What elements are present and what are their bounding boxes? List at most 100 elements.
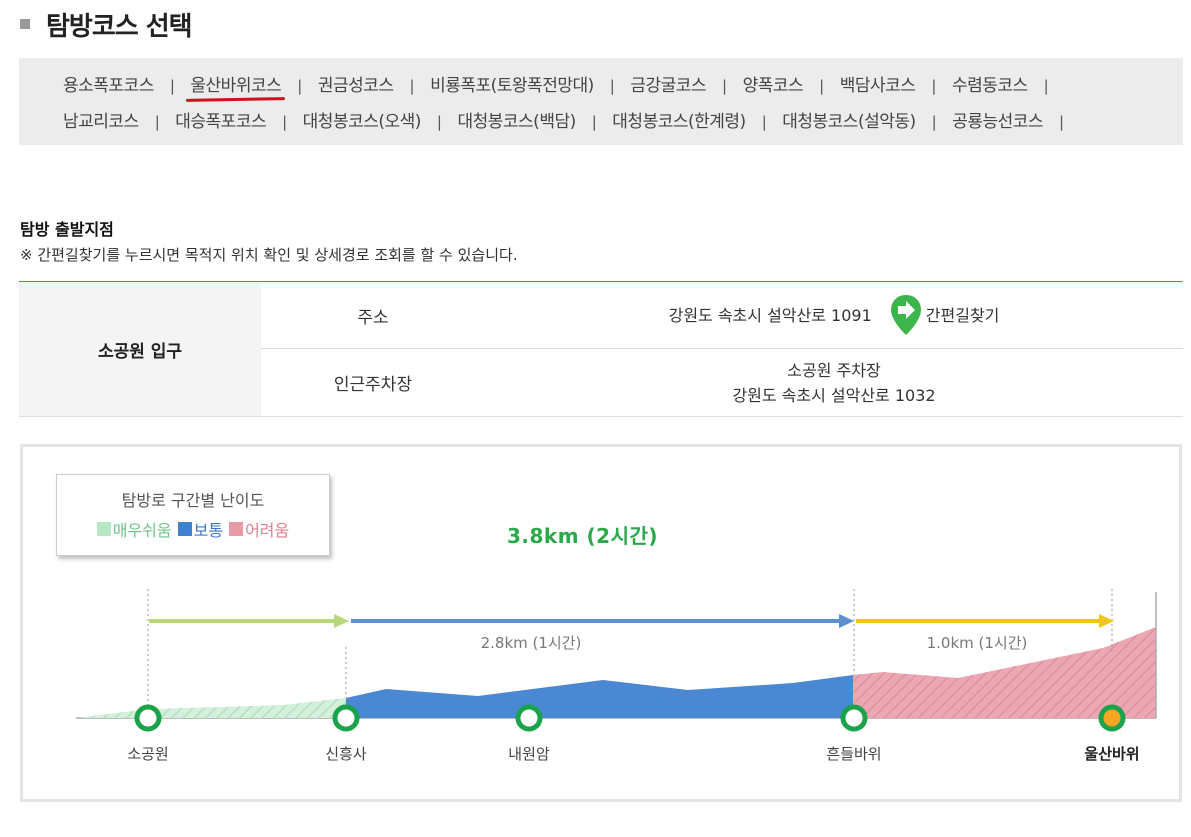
course-separator: | — [282, 113, 287, 131]
course-item: 양폭코스 | — [743, 68, 840, 104]
course-separator: | — [931, 77, 936, 95]
difficulty-legend: 탐방로 구간별 난이도 매우쉬움 보통 어려움 — [56, 474, 330, 556]
course-separator: | — [819, 77, 824, 95]
course-link[interactable]: 금강굴코스 — [630, 76, 707, 96]
start-point-note: ※ 간편길찾기를 누르시면 목적지 위치 확인 및 상세경로 조회를 할 수 있… — [20, 246, 518, 264]
course-link[interactable]: 대승폭포코스 — [175, 112, 267, 132]
trail-elevation-profile: 2.8km (1시간) 1.0km (1시간) 소공원 신흥사 내원암 흔들바위 울산바… — [76, 589, 1157, 763]
total-distance: 3.8km (2시간) — [507, 524, 659, 548]
segment-arrow-2 — [351, 614, 854, 628]
terrain-very-easy — [76, 698, 346, 718]
trail-stop-marker — [1098, 704, 1126, 732]
course-separator: | — [931, 113, 937, 131]
course-link[interactable]: 대청봉코스(백담) — [457, 112, 576, 132]
course-link[interactable]: 양폭코스 — [742, 76, 804, 96]
terrain-hard — [853, 627, 1156, 718]
legend-label: 매우쉬움 — [112, 521, 172, 540]
address-row: 주소 강원도 속초시 설악산로 1091 간편길찾기 — [261, 282, 1183, 349]
trail-stop-label: 소공원 — [127, 745, 168, 763]
trail-stop-marker — [134, 704, 162, 732]
trail-stop-marker — [332, 704, 360, 732]
trail-stop-marker — [840, 704, 868, 732]
course-link[interactable]: 권금성코스 — [317, 76, 394, 96]
course-link[interactable]: 백담사코스 — [839, 76, 916, 96]
course-item: 용소폭포코스 | — [63, 68, 190, 104]
course-link[interactable]: 대청봉코스(한계령) — [612, 112, 746, 132]
segment-arrow-3 — [856, 614, 1114, 628]
legend-swatch — [96, 522, 111, 536]
course-selector: 용소폭포코스 | 울산바위코스 | 권금성코스 | 비룡폭포(토왕폭전망대) | 금강굴코스 | 양… — [19, 58, 1183, 145]
course-item: 권금성코스 | — [318, 68, 430, 104]
course-item: 비룡폭포(토왕폭전망대) | — [430, 68, 630, 104]
course-separator: | — [297, 77, 302, 95]
course-item: 대청봉코스(한계령) | — [612, 104, 782, 140]
course-link[interactable]: 대청봉코스(설악동) — [782, 112, 916, 132]
course-separator: | — [609, 77, 615, 95]
course-link[interactable]: 대청봉코스(오색) — [302, 112, 422, 132]
course-link[interactable]: 수렴동코스 — [951, 76, 1028, 96]
terrain-normal — [346, 675, 853, 718]
legend-item: 어려움 — [229, 517, 289, 541]
course-item: 대청봉코스(오색) | — [303, 104, 458, 140]
trail-stop-label: 신흥사 — [325, 745, 367, 763]
legend-swatch — [229, 522, 244, 536]
address-cell: 강원도 속초시 설악산로 1091 간편길찾기 — [485, 282, 1183, 348]
segment-2-label: 2.8km (1시간) — [481, 634, 582, 652]
start-place-name: 소공원 입구 — [19, 282, 261, 416]
course-separator: | — [761, 113, 767, 131]
course-list-row-1: 용소폭포코스 | 울산바위코스 | 권금성코스 | 비룡폭포(토왕폭전망대) | 금강굴코스 | 양… — [63, 68, 1163, 104]
start-point-heading: 탐방 출발지점 — [20, 220, 114, 239]
course-separator: | — [1059, 113, 1064, 131]
parking-address: 강원도 속초시 설악산로 1032 — [732, 385, 936, 405]
legend-label: 보통 — [193, 521, 224, 540]
legend-swatch — [177, 522, 192, 536]
legend-label: 어려움 — [245, 521, 290, 540]
course-separator: | — [409, 77, 415, 95]
parking-row: 인근주차장 소공원 주차장 강원도 속초시 설악산로 1032 — [261, 349, 1183, 416]
course-separator: | — [1043, 77, 1049, 95]
course-item: 백담사코스 | — [840, 68, 952, 104]
parking-cell: 소공원 주차장 강원도 속초시 설악산로 1032 — [485, 349, 1183, 416]
trail-stop: 흔들바위 — [826, 704, 882, 763]
course-item: 대청봉코스(백담) | — [457, 104, 612, 140]
trail-profile-diagram: 2.8km (1시간) 1.0km (1시간) 소공원 신흥사 내원암 흔들바위 울산바… — [20, 444, 1182, 802]
trail-stop-label: 흔들바위 — [826, 745, 881, 763]
address-label: 주소 — [357, 307, 389, 328]
course-item: 수렴동코스 | — [952, 68, 1064, 104]
legend-title: 탐방로 구간별 난이도 — [121, 491, 265, 510]
segment-3-label: 1.0km (1시간) — [927, 634, 1028, 652]
quick-route-button[interactable]: 간편길찾기 — [890, 293, 1000, 337]
course-link[interactable]: 공룡능선코스 — [952, 112, 1044, 132]
course-separator: | — [169, 77, 175, 95]
course-link-active[interactable]: 울산바위코스 — [190, 68, 281, 104]
legend-item: 매우쉬움 — [96, 517, 172, 541]
address-value: 강원도 속초시 설악산로 1091 — [668, 305, 872, 325]
course-item: 대승폭포코스 | — [175, 104, 302, 140]
course-item: 남교리코스 | — [63, 104, 175, 140]
start-point-table: 소공원 입구 주소 강원도 속초시 설악산로 1091 간편길찾기 인근주차장 … — [19, 281, 1183, 417]
trail-stop: 울산바위 — [1084, 704, 1140, 763]
square-bullet-icon — [20, 19, 30, 29]
trail-stop: 내원암 — [508, 704, 550, 763]
parking-name: 소공원 주차장 — [787, 360, 881, 380]
course-link[interactable]: 용소폭포코스 — [63, 76, 154, 96]
segment-arrow-1 — [149, 614, 349, 628]
parking-label: 인근주차장 — [333, 375, 413, 395]
course-separator: | — [154, 113, 160, 131]
quick-route-label: 간편길찾기 — [925, 305, 1000, 325]
trail-stop: 소공원 — [127, 704, 169, 763]
trail-stop-marker — [515, 704, 543, 732]
trail-stop-label: 울산바위 — [1084, 745, 1139, 763]
page-title: 탐방코스 선택 — [46, 11, 193, 42]
course-item: 공룡능선코스 | — [952, 104, 1079, 140]
section-header: 탐방코스 선택 — [20, 4, 193, 44]
course-separator: | — [722, 77, 727, 95]
trail-stop-label: 내원암 — [508, 745, 550, 763]
legend-items: 매우쉬움 보통 어려움 — [57, 517, 329, 541]
course-link[interactable]: 비룡폭포(토왕폭전망대) — [430, 76, 594, 96]
course-separator: | — [591, 113, 597, 131]
course-item: 금강굴코스 | — [630, 68, 742, 104]
course-item: 울산바위코스 | — [190, 68, 317, 104]
course-link[interactable]: 남교리코스 — [63, 112, 139, 132]
course-separator: | — [436, 113, 442, 131]
